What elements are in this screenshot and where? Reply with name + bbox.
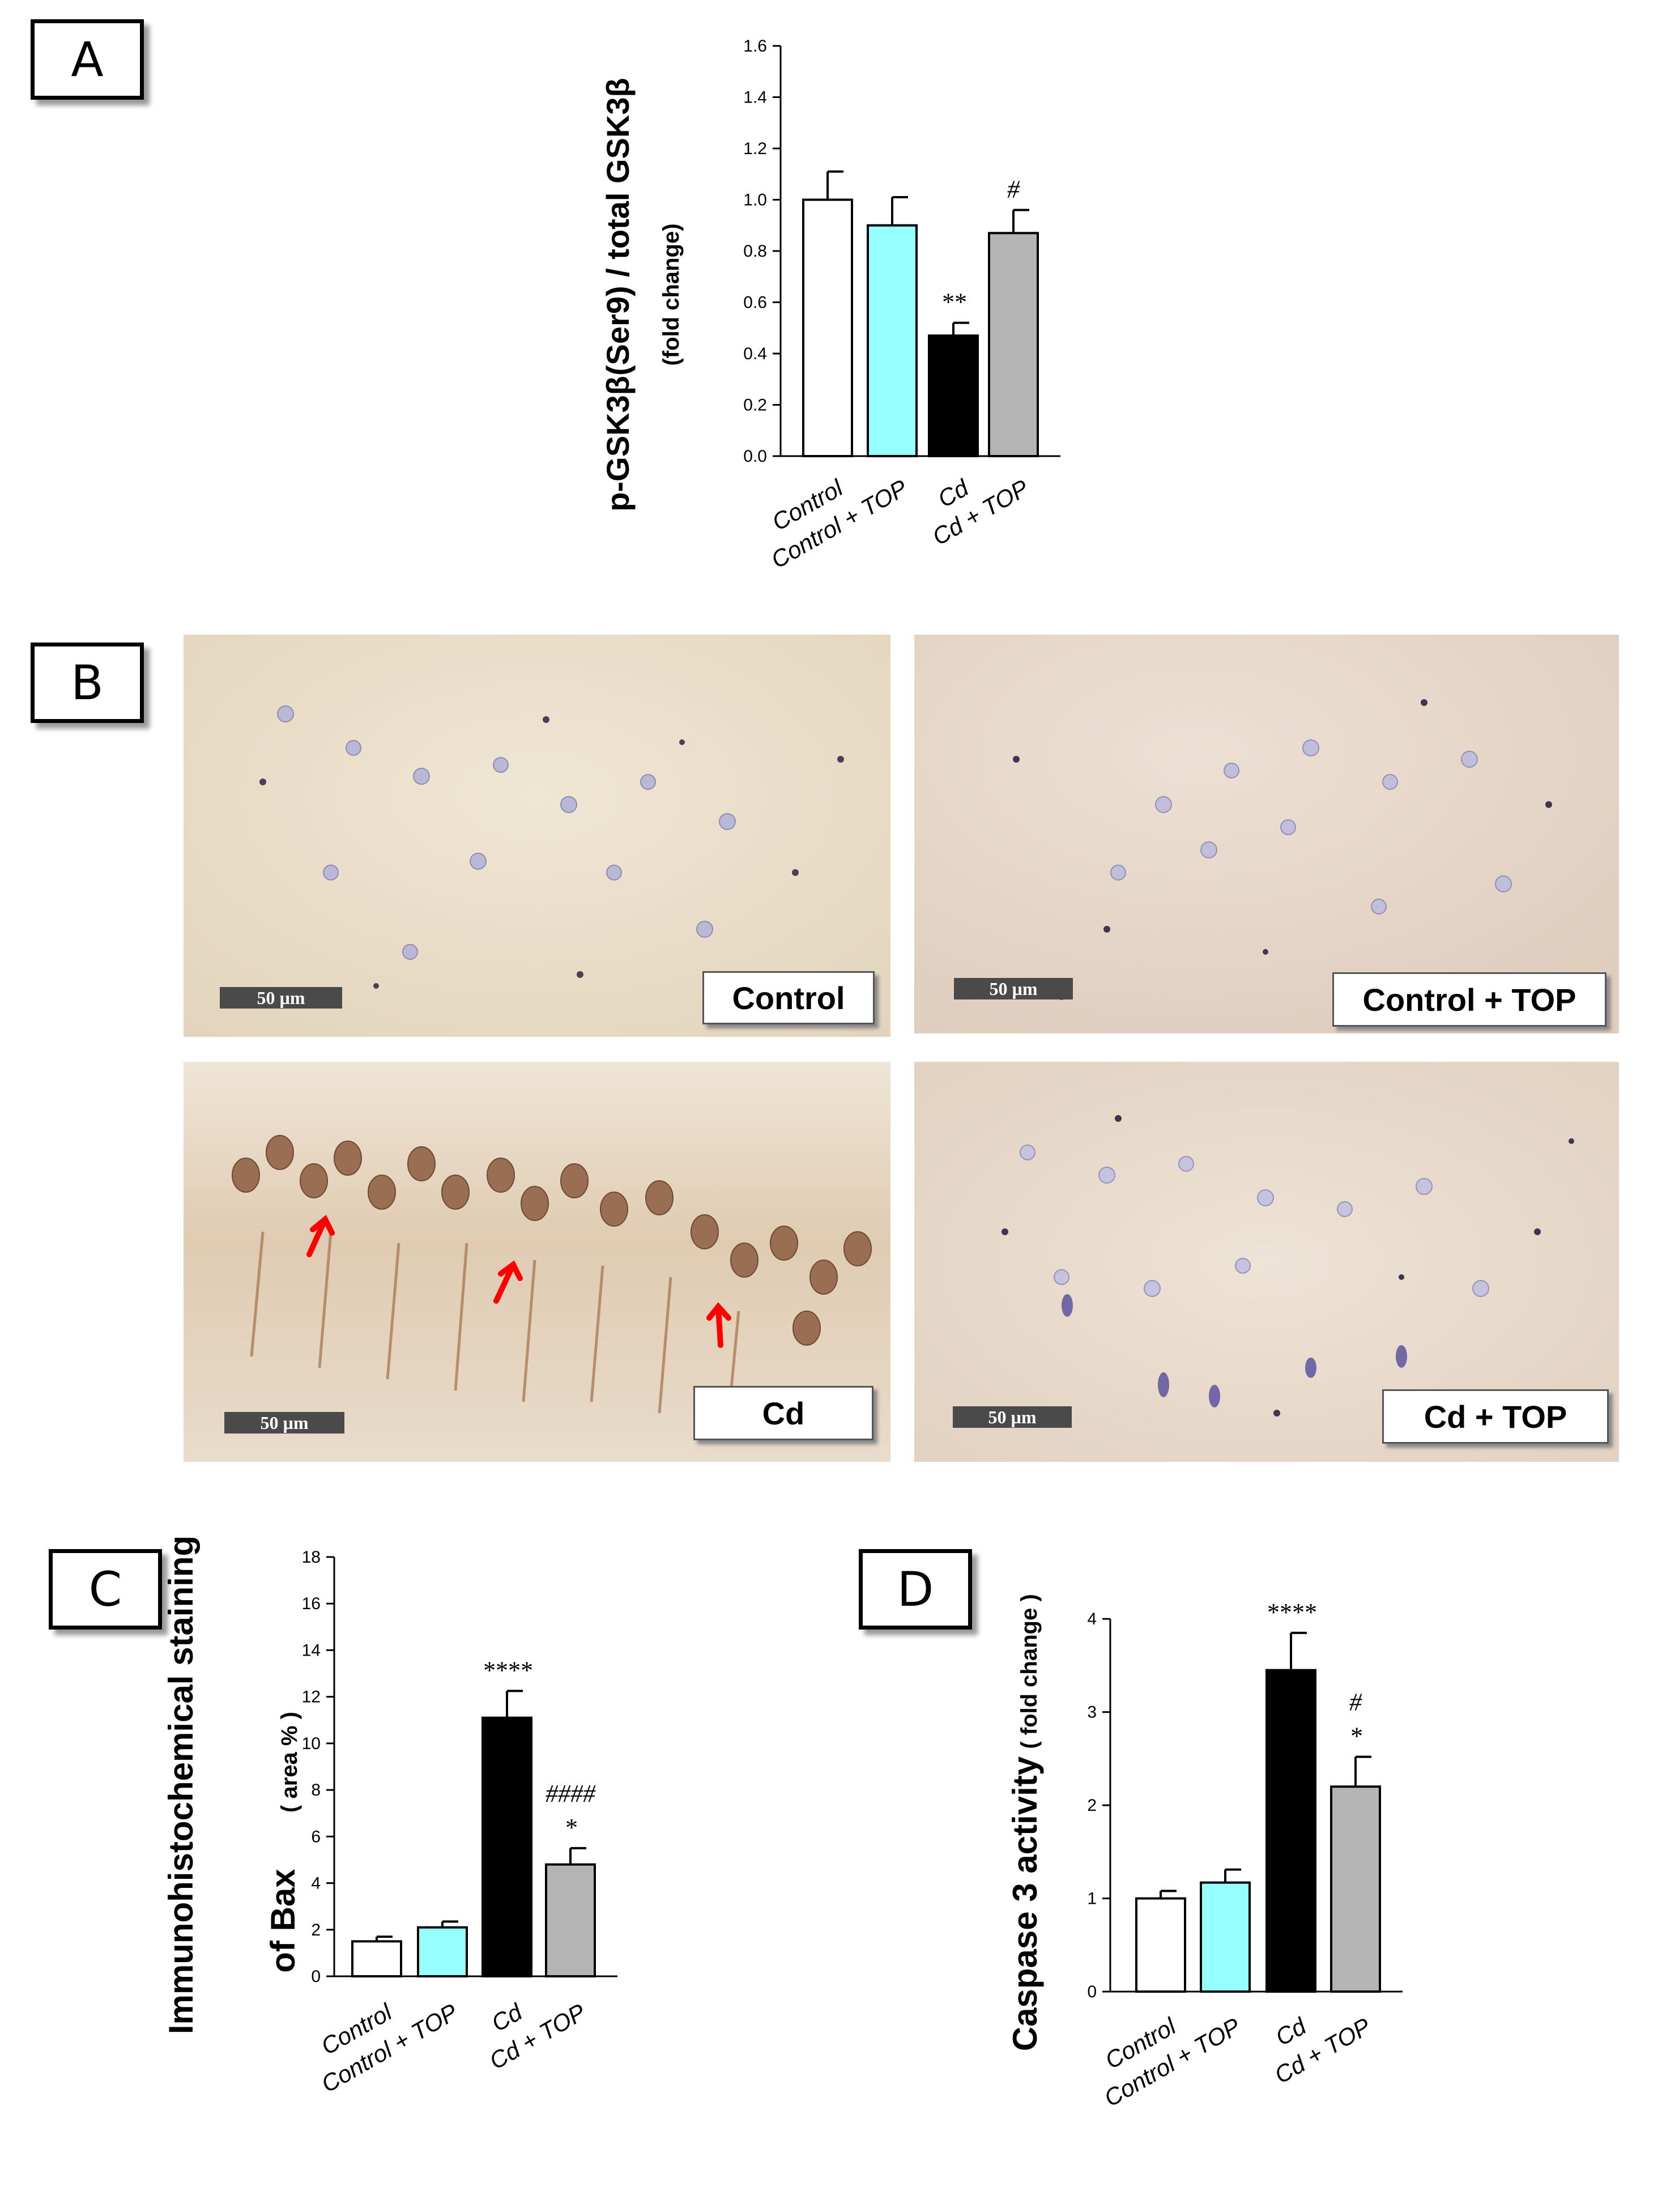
micrograph-cd: 50 µm Cd [184, 1062, 890, 1462]
y-axis-sublabel: ( fold change ) [1017, 1594, 1042, 1749]
bar [867, 224, 918, 457]
y-axis-label: p-GSK3β(Ser9) / total GSK3β [600, 78, 636, 511]
y-axis-label: Immunohistochemical staining [162, 1535, 200, 2034]
bar [1135, 1897, 1186, 1993]
tissue-image-control [184, 635, 890, 1037]
y-tick-label: 16 [302, 1594, 321, 1613]
y-tick-label: 18 [302, 1548, 321, 1567]
significance-label: **** [1266, 1598, 1316, 1626]
bar [351, 1940, 402, 1977]
scale-bar: 50 µm [220, 987, 342, 1009]
panel-label-b: B [31, 643, 144, 723]
y-axis-sublabel: (fold change) [659, 223, 684, 365]
y-tick-label: 4 [311, 1874, 321, 1893]
y-tick-label: 12 [302, 1688, 321, 1707]
y-tick-label: 0 [1087, 1983, 1097, 2001]
y-tick-label: 8 [311, 1781, 321, 1800]
significance-label: # [1007, 176, 1020, 203]
y-tick-label: 1 [1087, 1890, 1097, 1908]
y-tick-label: 6 [311, 1827, 321, 1846]
bar [1265, 1669, 1316, 1993]
bar [481, 1716, 532, 1978]
bar [545, 1863, 596, 1978]
y-tick-label: 1.0 [743, 191, 767, 210]
bar [1200, 1881, 1251, 1993]
significance-label: * [1349, 1722, 1362, 1750]
y-tick-label: 1.4 [743, 88, 767, 107]
y-tick-label: 2 [1087, 1796, 1097, 1815]
y-tick-label: 0 [311, 1967, 321, 1986]
bar [417, 1926, 468, 1978]
chart-a: 0.00.20.40.60.81.01.21.41.6ControlContro… [600, 37, 1060, 573]
panel-label-d: D [859, 1549, 972, 1630]
y-tick-label: 0.8 [743, 242, 767, 261]
y-tick-label: 0.0 [743, 447, 767, 466]
tissue-image-control-top [914, 635, 1619, 1033]
y-tick-label: 10 [302, 1734, 321, 1753]
scale-bar: 50 µm [954, 978, 1073, 999]
y-axis-sublabel: ( area % ) [277, 1712, 302, 1813]
micrograph-label: Cd [693, 1386, 873, 1440]
significance-label: #### [546, 1780, 596, 1807]
bar [802, 198, 853, 457]
y-tick-label: 1.2 [743, 139, 767, 158]
y-tick-label: 4 [1087, 1610, 1097, 1628]
scale-bar: 50 µm [953, 1406, 1072, 1428]
panel-label-c: C [49, 1549, 162, 1630]
micrograph-label: Control [702, 971, 875, 1024]
micrograph-label: Cd + TOP [1382, 1389, 1609, 1444]
micrograph-cd-top: 50 µm Cd + TOP [914, 1062, 1619, 1462]
significance-label: **** [482, 1656, 532, 1684]
y-tick-label: 0.6 [743, 293, 767, 312]
micrograph-control: 50 µm Control [184, 635, 890, 1037]
y-tick-label: 3 [1087, 1703, 1097, 1722]
bar [988, 232, 1039, 457]
y-tick-label: 2 [311, 1921, 321, 1939]
scale-bar: 50 µm [224, 1412, 344, 1433]
y-tick-label: 0.2 [743, 396, 767, 415]
micrograph-control-top: 50 µm Control + TOP [914, 635, 1619, 1033]
bar [1330, 1785, 1381, 1993]
y-axis-label: Caspase 3 activity [1006, 1756, 1044, 2051]
y-tick-label: 1.6 [743, 37, 767, 56]
significance-label: ** [941, 288, 966, 316]
significance-label: # [1349, 1688, 1362, 1716]
micrograph-label: Control + TOP [1332, 972, 1606, 1027]
y-tick-label: 0.4 [743, 344, 767, 363]
bar [928, 334, 979, 458]
significance-label: * [564, 1814, 577, 1841]
y-axis-label-line2: of Bax [264, 1869, 302, 1972]
y-tick-label: 14 [302, 1641, 321, 1660]
panel-label-a: A [31, 19, 144, 100]
